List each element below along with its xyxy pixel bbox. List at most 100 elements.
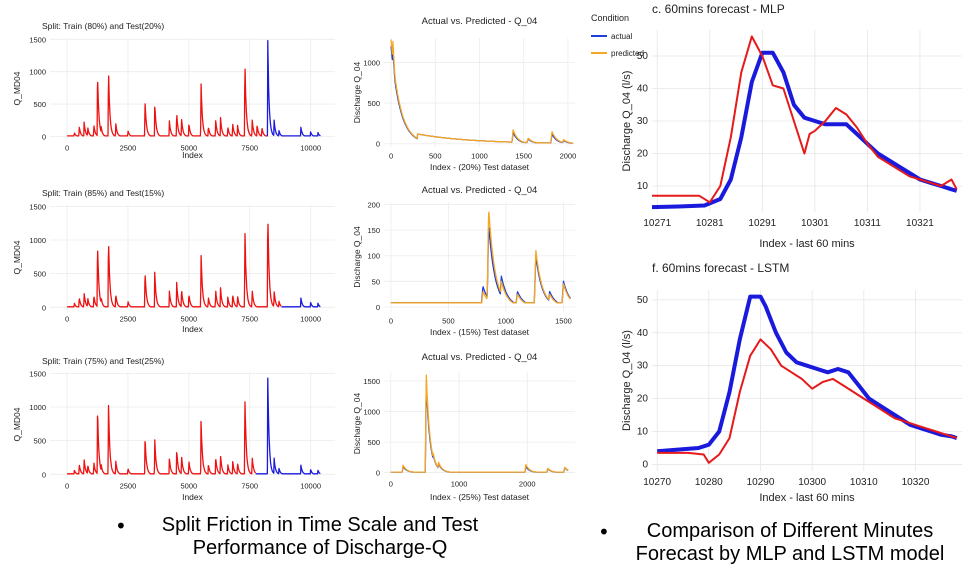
series-line-actual xyxy=(390,46,574,144)
chart-title: Actual vs. Predicted - Q_04 xyxy=(422,352,538,363)
y-tick-label: 20 xyxy=(637,149,649,160)
x-tick-label: 0 xyxy=(65,482,69,491)
y-tick-label: 1500 xyxy=(363,377,380,386)
x-tick-label: 5000 xyxy=(181,144,198,153)
chart-svg: 0 10 20 30 40 50 10270 10280 10290 10300 10310 1032… xyxy=(621,261,962,504)
y-tick-label: 500 xyxy=(367,438,380,447)
y-tick-label: 50 xyxy=(637,295,649,306)
y-tick-label: 0 xyxy=(376,140,380,149)
x-tick-label: 2000 xyxy=(519,480,536,489)
y-tick-label: 1500 xyxy=(29,202,46,211)
caption-right: Comparison of Different Minutes Forecast… xyxy=(612,520,968,566)
chart-title: c. 60mins forecast - MLP xyxy=(652,2,785,16)
series-line-predicted xyxy=(390,39,574,144)
y-axis-label: Discharge Q_04 (l/s) xyxy=(621,330,633,431)
x-tick-label: 0 xyxy=(389,152,393,161)
x-tick-label: 5000 xyxy=(181,315,198,324)
y-axis-label: Q_MD04 xyxy=(12,71,22,105)
y-axis-label: Q_MD04 xyxy=(12,240,22,274)
x-tick-label: 1000 xyxy=(471,152,488,161)
y-tick-label: 1000 xyxy=(363,408,380,417)
chart-title: Actual vs. Predicted - Q_04 xyxy=(422,16,538,27)
chart-title: Actual vs. Predicted - Q_04 xyxy=(422,185,538,196)
chart-mlp: 10 20 30 40 50 10271 10281 10291 10301 10311 10321… xyxy=(612,0,967,255)
y-tick-label: 50 xyxy=(372,277,380,286)
x-tick-label: 10291 xyxy=(748,218,776,229)
y-tick-label: 500 xyxy=(367,99,380,108)
x-tick-label: 7500 xyxy=(241,315,258,324)
series-line-predicted xyxy=(652,35,958,204)
bullet-right: • xyxy=(598,520,610,544)
y-tick-label: 500 xyxy=(33,270,46,279)
series-line xyxy=(66,223,282,308)
caption-left-line1: Split Friction in Time Scale and Test xyxy=(161,514,479,536)
x-tick-label: 10000 xyxy=(300,144,321,153)
chart-svg: 0 500 1000 1500 0 2500 5000 7500 10000 Split: Tra… xyxy=(12,21,335,160)
x-tick-label: 10301 xyxy=(801,218,829,229)
y-axis-label: Discharge Q_04 xyxy=(352,62,362,124)
legend-title: Condition xyxy=(591,13,629,23)
x-tick-label: 0 xyxy=(389,317,393,326)
y-tick-label: 10 xyxy=(637,181,649,192)
series-line-actual xyxy=(657,294,958,454)
chart-svg: 0 50 100 150 200 0 500 1000 1500 Actual vs. Predi… xyxy=(352,185,575,337)
caption-left-line2: Performance of Discharge-Q xyxy=(192,537,448,559)
chart-title: Split: Train (80%) and Test(20%) xyxy=(42,21,164,31)
y-tick-label: 1500 xyxy=(29,35,46,44)
x-tick-label: 7500 xyxy=(241,144,258,153)
chart-lstm: 0 10 20 30 40 50 10270 10280 10290 10300 10310 1032… xyxy=(612,258,967,508)
x-tick-label: 500 xyxy=(429,152,442,161)
chart-split85: 0 500 1000 1500 0 2500 5000 7500 10000 Split: Tra… xyxy=(0,185,345,340)
y-tick-label: 1000 xyxy=(29,236,46,245)
legend-label: actual xyxy=(611,32,633,41)
y-tick-label: 1000 xyxy=(29,403,46,412)
x-axis-label: Index - (15%) Test dataset xyxy=(430,327,530,337)
y-tick-label: 30 xyxy=(637,361,649,372)
caption-right-line2: Forecast by MLP and LSTM model xyxy=(635,543,945,565)
chart-avp15: 0 50 100 150 200 0 500 1000 1500 Actual vs. Predi… xyxy=(350,182,590,342)
x-tick-label: 10281 xyxy=(696,218,724,229)
y-tick-label: 10 xyxy=(637,427,649,438)
series-line-actual xyxy=(651,50,958,210)
x-tick-label: 2500 xyxy=(120,144,137,153)
x-tick-label: 10280 xyxy=(695,477,723,488)
x-tick-label: 1500 xyxy=(555,317,572,326)
y-tick-label: 40 xyxy=(637,84,649,95)
chart-title: Split: Train (85%) and Test(15%) xyxy=(42,188,164,198)
y-axis-label: Q_MD04 xyxy=(12,407,22,441)
chart-split80: 0 500 1000 1500 0 2500 5000 7500 10000 Split: Tra… xyxy=(0,12,345,162)
y-tick-label: 50 xyxy=(637,51,649,62)
chart-svg: 0 500 1000 1500 0 2500 5000 7500 10000 Split: Tra… xyxy=(12,188,335,334)
x-tick-label: 0 xyxy=(65,144,69,153)
x-tick-label: 10000 xyxy=(300,315,321,324)
y-tick-label: 0 xyxy=(376,303,380,312)
x-axis-label: Index xyxy=(182,492,204,502)
y-tick-label: 1500 xyxy=(29,369,46,378)
caption-left: Split Friction in Time Scale and Test Pe… xyxy=(130,514,510,560)
y-tick-label: 0 xyxy=(642,459,648,470)
chart-svg: 10 20 30 40 50 10271 10281 10291 10301 10311 10321… xyxy=(621,2,962,250)
bullet-left: • xyxy=(115,514,127,538)
y-tick-label: 500 xyxy=(33,437,46,446)
x-tick-label: 2000 xyxy=(560,152,577,161)
y-tick-label: 150 xyxy=(367,226,380,235)
x-axis-label: Index xyxy=(182,150,204,160)
y-tick-label: 0 xyxy=(42,132,46,141)
x-tick-label: 2500 xyxy=(120,482,137,491)
series-line-predicted xyxy=(390,374,569,473)
x-tick-label: 500 xyxy=(442,317,455,326)
chart-svg: 0 500 1000 1500 0 2500 5000 7500 10000 Split: Tra… xyxy=(12,356,335,502)
chart-svg: 0 500 1000 0 500 1000 1500 2000 Actual vs. Predi… xyxy=(352,13,644,172)
y-tick-label: 0 xyxy=(376,469,380,478)
x-tick-label: 0 xyxy=(389,480,393,489)
y-tick-label: 100 xyxy=(367,252,380,261)
y-axis-label: Discharge Q_04 xyxy=(352,226,362,288)
y-axis-label: Discharge Q_04 xyxy=(352,393,362,455)
x-tick-label: 10300 xyxy=(798,477,826,488)
x-tick-label: 1000 xyxy=(451,480,468,489)
series-line xyxy=(280,297,321,308)
series-line xyxy=(66,401,257,475)
y-tick-label: 1000 xyxy=(29,68,46,77)
x-axis-label: Index - last 60 mins xyxy=(759,238,855,250)
chart-avp20: 0 500 1000 0 500 1000 1500 2000 Actual vs. Predi… xyxy=(350,10,644,180)
